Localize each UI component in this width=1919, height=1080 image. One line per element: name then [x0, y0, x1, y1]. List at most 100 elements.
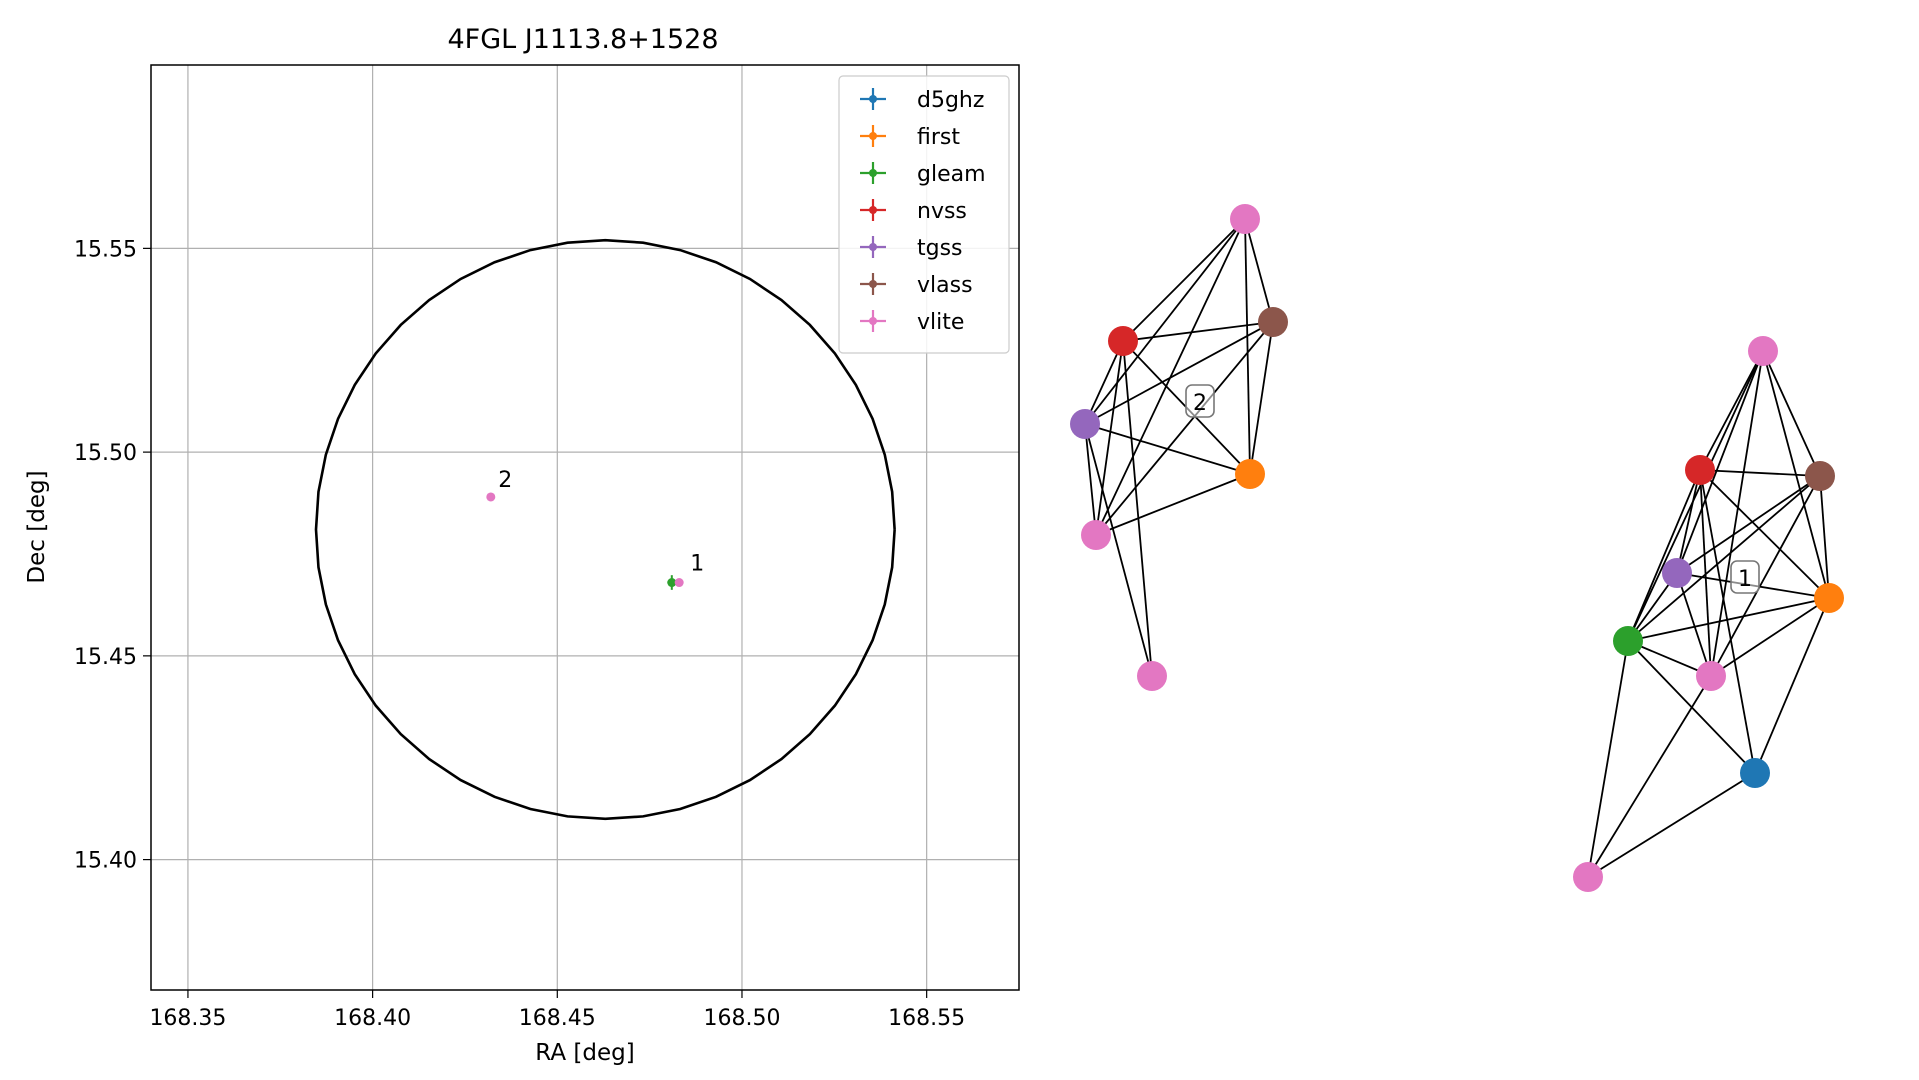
legend-marker-dot [869, 280, 877, 288]
legend-marker-dot [869, 317, 877, 325]
cluster-label-box [1185, 384, 1215, 418]
scatter-panel: 4FGL J1113.8+1528 12 168.35 168.40 168.45 1… [24, 24, 1020, 1066]
cluster-label-text: 1 [1738, 567, 1752, 592]
network-edge [1627, 469, 1701, 642]
network-cluster-labels: 21 [1185, 384, 1760, 594]
network-node-vlite [1696, 661, 1726, 691]
cluster-label-box [1730, 560, 1760, 594]
network-edge [1084, 423, 1097, 536]
legend-label: first [917, 125, 960, 150]
data-point-vlite [486, 492, 496, 502]
network-edge [1627, 475, 1821, 642]
point-annotation: 1 [690, 551, 704, 576]
network-edge [1627, 597, 1830, 642]
legend-marker-dot [869, 132, 877, 140]
network-edge [1095, 321, 1274, 536]
network-node-vlite [1573, 862, 1603, 892]
point-annotation: 2 [498, 468, 512, 493]
x-tick-label: 168.50 [703, 1006, 780, 1031]
network-node-vlite [1081, 520, 1111, 550]
network-edge [1244, 218, 1251, 475]
x-tick-label: 168.35 [149, 1006, 226, 1031]
network-edge [1084, 423, 1153, 677]
data-marker [674, 578, 684, 588]
network-edge [1699, 350, 1764, 471]
legend-marker-dot [869, 243, 877, 251]
legend-marker-dot [869, 169, 877, 177]
network-node-d5ghz [1740, 758, 1770, 788]
network-node-vlass [1805, 461, 1835, 491]
legend: d5ghz first gleam nvss tgss vlass vlite [838, 75, 1010, 354]
network-edge [1754, 597, 1830, 774]
network-node-tgss [1662, 558, 1692, 588]
network-edge [1084, 218, 1246, 425]
y-tick-label: 15.40 [74, 849, 137, 874]
legend-marker-dot [869, 95, 877, 103]
network-edge [1819, 475, 1830, 599]
legend-label: vlass [917, 273, 973, 298]
x-axis-ticks: 168.35 168.40 168.45 168.50 168.55 [149, 990, 965, 1031]
network-edge [1627, 350, 1764, 642]
plot-area: 12 [314, 238, 896, 821]
cluster-label: 2 [1185, 384, 1215, 418]
network-edge [1676, 469, 1701, 574]
network-edge [1095, 340, 1124, 536]
network-node-vlite [1137, 661, 1167, 691]
network-edge [1244, 218, 1274, 323]
network-node-nvss [1108, 326, 1138, 356]
network-edge [1095, 473, 1251, 536]
network-node-nvss [1685, 455, 1715, 485]
network-nodes [1070, 204, 1844, 892]
plot-frame [150, 64, 1020, 991]
x-axis-label: RA [deg] [535, 1040, 634, 1066]
network-edge [1084, 340, 1124, 425]
y-tick-label: 15.55 [74, 237, 137, 262]
y-axis-label: Dec [deg] [24, 470, 50, 583]
legend-label: d5ghz [917, 88, 984, 113]
legend-label: tgss [917, 236, 963, 261]
network-node-first [1814, 583, 1844, 613]
network-node-gleam [1613, 626, 1643, 656]
localization-circle [314, 238, 896, 821]
network-edge [1084, 321, 1274, 425]
x-tick-label: 168.40 [334, 1006, 411, 1031]
network-edge [1122, 340, 1153, 677]
chart-title: 4FGL J1113.8+1528 [447, 24, 718, 55]
network-edge [1699, 469, 1756, 774]
legend-label: gleam [917, 162, 986, 187]
network-edge [1122, 218, 1246, 342]
cluster-label-text: 2 [1193, 391, 1207, 416]
network-node-vlass [1258, 307, 1288, 337]
network-edge [1587, 640, 1629, 878]
network-node-first [1235, 459, 1265, 489]
network-edges [1084, 218, 1830, 878]
legend-label: nvss [917, 199, 967, 224]
network-edge [1627, 640, 1712, 677]
network-edge [1676, 475, 1821, 574]
network-edge [1710, 475, 1821, 677]
y-tick-label: 15.50 [74, 441, 137, 466]
network-edge [1710, 597, 1830, 677]
legend-marker-dot [869, 206, 877, 214]
cluster-label: 1 [1730, 560, 1760, 594]
x-tick-label: 168.45 [519, 1006, 596, 1031]
x-tick-label: 168.55 [888, 1006, 965, 1031]
network-edge [1587, 772, 1756, 878]
network-edge [1676, 572, 1712, 677]
network-edge [1699, 469, 1712, 677]
network-edge [1676, 350, 1764, 574]
data-point-vlite [674, 578, 684, 588]
network-panel: 21 [1070, 204, 1844, 892]
y-axis-ticks: 15.40 15.45 15.50 15.55 [74, 237, 151, 874]
network-edge [1122, 321, 1274, 342]
network-edge [1249, 321, 1274, 475]
network-edge [1699, 469, 1821, 477]
network-edge [1587, 675, 1712, 878]
network-node-tgss [1070, 409, 1100, 439]
data-marker [667, 578, 677, 588]
network-node-vlite [1230, 204, 1260, 234]
y-tick-label: 15.45 [74, 645, 137, 670]
legend-label: vlite [917, 310, 964, 335]
network-edge [1762, 350, 1821, 477]
